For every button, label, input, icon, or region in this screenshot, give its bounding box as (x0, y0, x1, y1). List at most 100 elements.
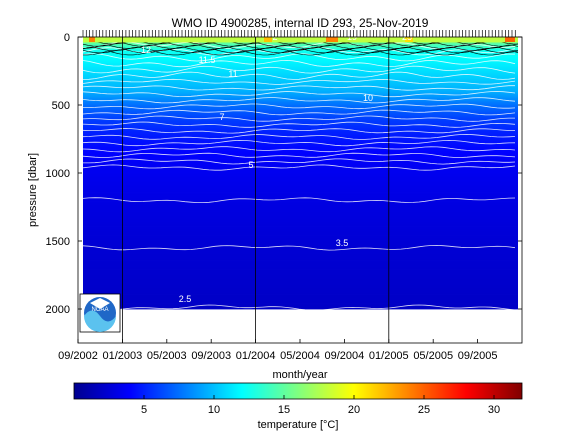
y-tick-label: 2000 (46, 304, 70, 316)
field-band (83, 262, 518, 265)
field-band (83, 167, 518, 170)
field-band (83, 139, 518, 141)
field-band (83, 292, 518, 295)
field-band (83, 236, 518, 239)
field-band (83, 284, 518, 287)
field-band (83, 232, 518, 235)
x-tick-label: 05/2003 (147, 350, 187, 362)
field-band (83, 249, 518, 251)
field-band (83, 283, 518, 285)
x-axis-title: month/year (272, 369, 327, 381)
field-band (83, 281, 518, 284)
field-band (83, 205, 518, 208)
field-band (83, 100, 518, 103)
field-band (83, 64, 518, 66)
x-tick-label: 01/2005 (369, 350, 409, 362)
isotherm-line (82, 121, 516, 128)
field-band (83, 113, 518, 115)
field-band (83, 85, 518, 88)
isotherm-line (82, 85, 515, 91)
field-band (83, 114, 518, 117)
field-band (83, 45, 518, 47)
field-band (83, 275, 518, 277)
isotherm-line (82, 65, 516, 74)
field-band (83, 122, 518, 125)
field-band (83, 239, 518, 242)
field-band (83, 163, 518, 166)
field-band (83, 160, 518, 163)
field-band (83, 220, 518, 223)
contour-label: 11.5 (199, 55, 216, 65)
field-band (83, 250, 518, 253)
field-band (83, 265, 518, 268)
field-band (83, 253, 518, 255)
field-band (83, 62, 518, 65)
colorbar-tick-label: 25 (418, 404, 430, 416)
field-band (83, 270, 518, 273)
x-tick-label: 05/2005 (413, 350, 453, 362)
field-band (83, 110, 518, 113)
field-band (83, 50, 518, 53)
field-band (83, 155, 518, 158)
contour-label: 2.5 (179, 294, 192, 304)
field-band (83, 57, 518, 60)
field-band (83, 230, 518, 232)
field-band (83, 79, 518, 81)
field-band (83, 47, 518, 50)
field-band (83, 200, 518, 202)
isotherm-line (82, 133, 516, 140)
field-band (83, 88, 518, 91)
y-tick-label: 1500 (46, 236, 70, 248)
field-band (83, 201, 518, 204)
field-band (83, 182, 518, 185)
field-band (83, 279, 518, 281)
field-band (83, 132, 518, 134)
x-tick-label: 05/2004 (280, 350, 320, 362)
isotherm-line (83, 103, 516, 110)
field-band (83, 194, 518, 197)
contour-label: 3.5 (336, 238, 349, 248)
colorbar-title: temperature [°C] (258, 419, 339, 431)
field-band (83, 124, 518, 126)
warm-patch (505, 37, 515, 42)
field-band (83, 272, 518, 275)
field-band (83, 159, 518, 162)
field-band (83, 189, 518, 192)
field-band (83, 175, 518, 178)
field-band (83, 242, 518, 245)
x-tick-label: 01/2003 (103, 350, 143, 362)
chart-title: WMO ID 4900285, internal ID 293, 25-Nov-… (172, 16, 429, 30)
colorbar (73, 382, 523, 400)
field-band (83, 68, 518, 71)
field-band (83, 257, 518, 260)
contour-label: 5 (248, 160, 253, 170)
contour-label: 12 (141, 45, 151, 55)
field-band (83, 143, 518, 145)
field-band (83, 266, 518, 269)
field-band (83, 66, 518, 69)
isotherm-line (82, 97, 516, 104)
field-band (83, 152, 518, 155)
field-band (83, 227, 518, 230)
field-band (83, 118, 518, 121)
field-band (83, 226, 518, 228)
field-band (83, 130, 518, 133)
field-band (83, 247, 518, 250)
field-band (83, 245, 518, 247)
field-band (83, 196, 518, 198)
field-band (83, 202, 518, 205)
field-band (83, 303, 518, 306)
field-band (83, 186, 518, 189)
isotherm-line (83, 158, 516, 165)
field-band (83, 255, 518, 258)
field-band (83, 109, 518, 111)
field-band (83, 289, 518, 292)
field-band (83, 72, 518, 75)
temperature-field (83, 37, 518, 310)
svg-text:NOAA: NOAA (91, 307, 108, 313)
colorbar-tick-label: 30 (488, 404, 500, 416)
field-band (83, 56, 518, 58)
field-band (83, 224, 518, 227)
field-band (83, 204, 518, 207)
